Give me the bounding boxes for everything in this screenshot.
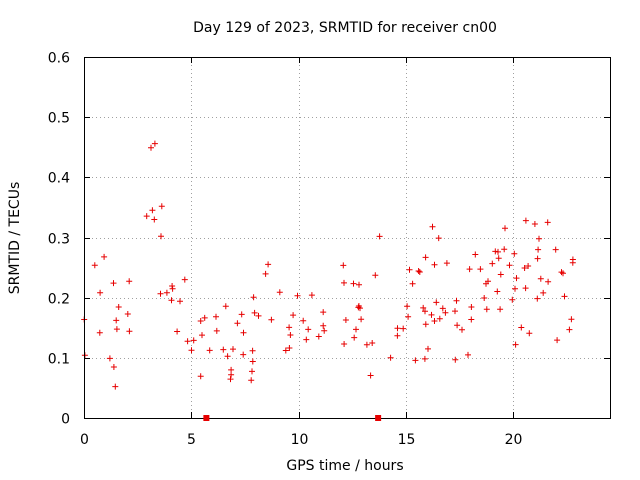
x-tick-label: 0 [80, 432, 89, 448]
y-tick-label: 0.1 [48, 352, 70, 368]
plot-frame [84, 57, 611, 419]
x-tick-label: 5 [187, 432, 196, 448]
x-tick-label: 20 [505, 432, 523, 448]
gap-marker [203, 415, 210, 421]
axis-ticks [84, 57, 610, 419]
y-axis-label: SRMTID / TECUs [7, 182, 23, 295]
x-tick-label: 15 [398, 432, 416, 448]
y-tick-label: 0.3 [48, 232, 70, 248]
x-axis-label: GPS time / hours [286, 458, 403, 474]
x-tick-labels: 0 5 10 15 20 [80, 432, 522, 448]
chart-title: Day 129 of 2023, SRMTID for receiver cn0… [193, 20, 497, 36]
y-tick-labels: 0 0.1 0.2 0.3 0.4 0.5 0.6 [48, 51, 70, 428]
y-tick-label: 0.5 [48, 111, 70, 127]
gap-markers [203, 415, 382, 421]
y-tick-label: 0 [61, 412, 70, 428]
y-tick-label: 0.2 [48, 292, 70, 308]
y-tick-label: 0.6 [48, 51, 70, 67]
x-tick-label: 10 [291, 432, 309, 448]
y-tick-label: 0.4 [48, 171, 70, 187]
grid-lines [84, 57, 610, 418]
gap-marker [375, 415, 382, 421]
